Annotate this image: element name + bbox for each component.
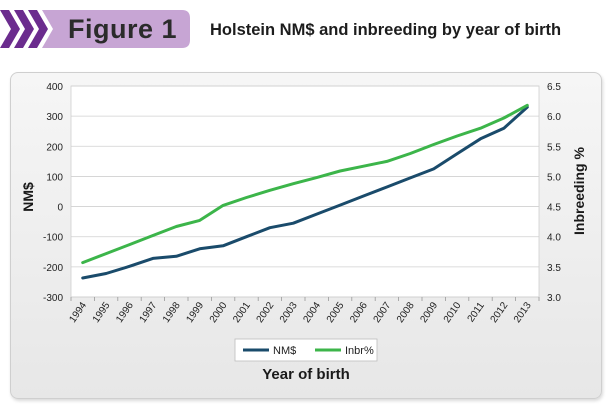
legend-label: Inbr% [345, 345, 374, 357]
x-tick-label: 2000 [208, 300, 230, 325]
y-tick-label: -300 [43, 293, 63, 304]
series-line-inbreeding [81, 103, 529, 265]
x-axis-label: Year of birth [262, 366, 350, 383]
y2-axis-label: Inbreeding % [571, 147, 587, 235]
x-tick-label: 2012 [489, 300, 511, 325]
y2-tick-label: 5.5 [547, 142, 561, 153]
left-axis-ticks: 400 300 200 100 0 -100 -200 -300 [43, 82, 63, 304]
x-tick-label: 2013 [512, 300, 534, 325]
x-tick-label: 1994 [67, 300, 89, 325]
y2-tick-label: 3.0 [547, 293, 561, 304]
tag-chevron-2 [14, 10, 34, 48]
legend-label: NM$ [273, 345, 296, 357]
x-tick-label: 2006 [348, 300, 370, 325]
chart-svg: 400 300 200 100 0 -100 -200 -300 6.5 6.0 5.5 5.0 4.… [20, 82, 587, 383]
y-tick-label: 200 [46, 142, 63, 153]
x-tick-label: 2004 [301, 300, 323, 325]
tag-chevron-1 [0, 10, 20, 48]
y2-tick-label: 4.0 [547, 233, 561, 244]
legend: NM$ Inbr% [234, 338, 378, 362]
x-tick-label: 2010 [442, 300, 464, 325]
x-tick-label: 2005 [325, 300, 347, 325]
y2-tick-label: 6.5 [547, 82, 561, 93]
series-line-nm [81, 105, 529, 280]
plot-area [70, 85, 540, 298]
figure-label: Figure 1 [68, 14, 178, 44]
series-lines [81, 103, 529, 280]
y2-tick-label: 5.0 [547, 172, 561, 183]
y2-tick-label: 4.5 [547, 203, 561, 214]
legend-box [234, 338, 378, 362]
x-tick-label: 1998 [161, 300, 183, 325]
tag-body [42, 10, 190, 48]
x-tick-label: 1995 [91, 300, 113, 325]
y-tick-label: 0 [57, 203, 63, 214]
y-tick-label: 400 [46, 82, 63, 93]
right-axis-ticks: 6.5 6.0 5.5 5.0 4.5 4.0 3.5 3.0 [547, 82, 561, 304]
x-tick-label: 1999 [184, 300, 206, 325]
y-tick-label: -100 [43, 233, 63, 244]
figure-header: Figure 1 Holstein NM$ and inbreeding by … [0, 0, 610, 60]
x-tick-label: 2001 [231, 300, 253, 325]
chart-panel: 400 300 200 100 0 -100 -200 -300 6.5 6.0 5.5 5.0 4.… [10, 72, 602, 399]
y-tick-label: 300 [46, 112, 63, 123]
figure-title: Holstein NM$ and inbreeding by year of b… [210, 21, 562, 39]
tag-chevron-3 [28, 10, 48, 48]
x-axis-ticks: 1994 1995 1996 1997 1998 1999 2000 2001 2002 2003… [67, 297, 540, 325]
figure-chevron-tag [0, 10, 190, 48]
x-tick-label: 2007 [372, 300, 394, 325]
y2-tick-label: 6.0 [547, 112, 561, 123]
y2-tick-label: 3.5 [547, 263, 561, 274]
y-tick-label: -200 [43, 263, 63, 274]
x-tick-label: 2008 [395, 300, 417, 325]
x-tick-label: 1996 [114, 300, 136, 325]
x-tick-label: 2011 [466, 300, 488, 324]
x-tick-label: 2009 [418, 300, 440, 325]
x-tick-label: 1997 [138, 300, 160, 325]
y-axis-label: NM$ [20, 182, 36, 212]
x-tick-label: 2003 [278, 300, 300, 325]
x-tick-label: 2002 [255, 300, 277, 325]
y-tick-label: 100 [46, 172, 63, 183]
